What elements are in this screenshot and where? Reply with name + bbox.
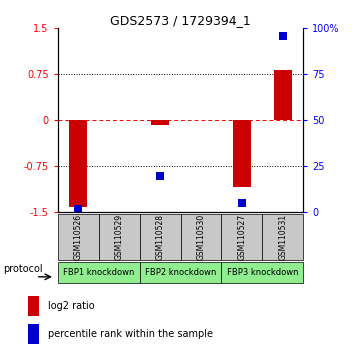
Bar [58,214,99,260]
Point [157,173,163,178]
Text: FBP3 knockdown: FBP3 knockdown [227,268,298,277]
Text: GSM110531: GSM110531 [278,214,287,260]
Bar [180,214,221,260]
Text: GSM110529: GSM110529 [115,214,123,260]
Text: GSM110528: GSM110528 [156,214,165,260]
Bar [28,324,39,344]
Text: protocol: protocol [3,264,43,274]
Bar [221,214,262,260]
Bar [28,296,39,316]
Text: log2 ratio: log2 ratio [48,301,94,310]
Bar [262,214,303,260]
Title: GDS2573 / 1729394_1: GDS2573 / 1729394_1 [110,14,251,27]
Text: GSM110530: GSM110530 [196,214,205,260]
Bar [140,262,221,283]
Text: FBP1 knockdown: FBP1 knockdown [63,268,134,277]
Text: GSM110526: GSM110526 [74,214,83,260]
Bar [58,262,140,283]
Point [280,33,286,39]
Bar [221,262,303,283]
Point [239,200,245,206]
Bar [99,214,140,260]
Bar [151,120,169,125]
Text: FBP2 knockdown: FBP2 knockdown [145,268,216,277]
Bar [274,70,292,120]
Bar [69,120,87,207]
Text: percentile rank within the sample: percentile rank within the sample [48,329,213,339]
Text: GSM110527: GSM110527 [238,214,246,260]
Point [75,206,81,212]
Bar [232,120,251,187]
Bar [140,214,180,260]
